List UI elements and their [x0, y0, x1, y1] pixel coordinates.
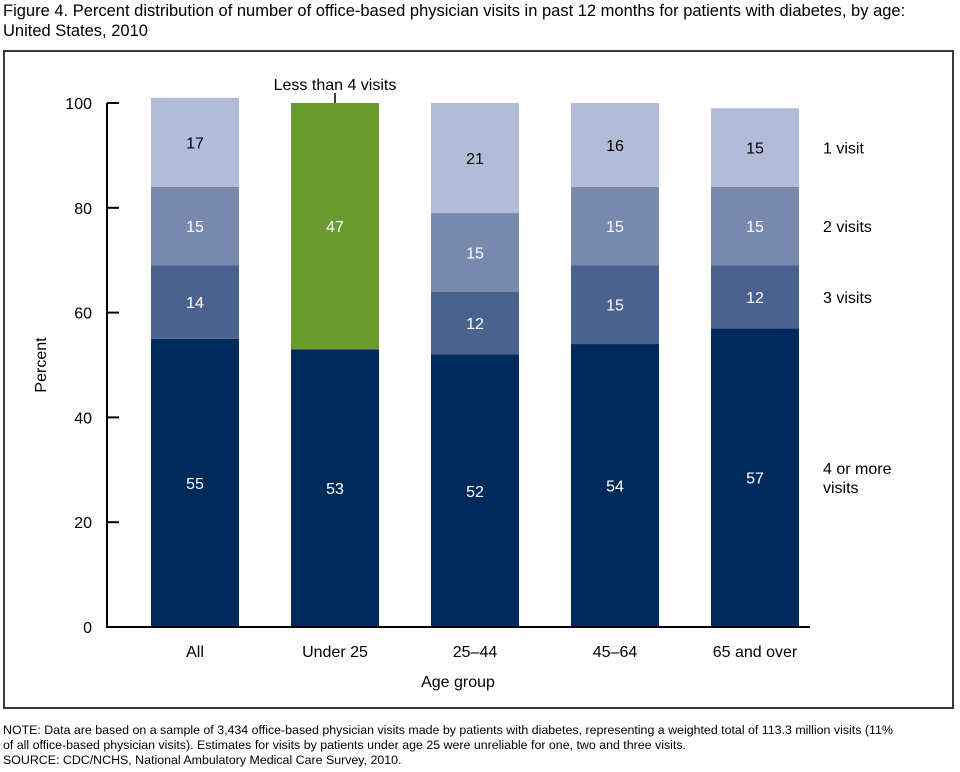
chart-frame [3, 50, 954, 709]
y-tick-label: 60 [74, 306, 92, 323]
data-label: 53 [326, 481, 344, 498]
bar-segment [431, 291, 519, 355]
bar-segment [571, 344, 659, 627]
data-label: 15 [606, 219, 624, 236]
data-label: 15 [186, 219, 204, 236]
bar-segment [711, 108, 799, 187]
figure-note: NOTE: Data are based on a sample of 3,43… [3, 723, 958, 768]
bar-segment-combined [291, 103, 379, 350]
figure-title: Figure 4. Percent distribution of number… [3, 2, 906, 40]
y-tick-label: 0 [83, 620, 92, 637]
data-label: 52 [466, 484, 484, 501]
data-label: 15 [746, 219, 764, 236]
legend-label: 1 visit [823, 141, 864, 158]
legend-label: visits [823, 480, 859, 497]
bar-segment [571, 265, 659, 345]
source-line: SOURCE: CDC/NCHS, National Ambulatory Me… [3, 753, 402, 767]
bar-segment [151, 265, 239, 339]
data-label: 15 [606, 298, 624, 315]
bar-segment [151, 186, 239, 266]
bar-segment [151, 338, 239, 627]
data-label: 47 [326, 219, 344, 236]
x-axis-title: Age group [421, 674, 495, 691]
bar-segment [711, 265, 799, 329]
data-label: 15 [746, 141, 764, 158]
legend-label: 3 visits [823, 290, 872, 307]
data-label: 12 [746, 290, 764, 307]
x-tick-label: Under 25 [302, 644, 368, 661]
data-label: 14 [186, 295, 204, 312]
bar-segment [151, 97, 239, 187]
y-tick-label: 40 [74, 410, 92, 427]
legend-label: 2 visits [823, 219, 872, 236]
y-tick-label: 80 [74, 201, 92, 218]
x-tick-label: 65 and over [713, 644, 798, 661]
data-label: 55 [186, 476, 204, 493]
bar-segment [431, 213, 519, 292]
data-label: 16 [606, 138, 624, 155]
y-axis-title: Percent [33, 337, 50, 393]
bar-segment [431, 354, 519, 627]
data-label: 21 [466, 151, 484, 168]
bar-segment [291, 349, 379, 627]
x-tick-label: 45–64 [593, 644, 638, 661]
bar-segment [711, 186, 799, 266]
annotation-label: Less than 4 visits [274, 77, 397, 94]
data-label: 17 [186, 135, 204, 152]
data-label: 15 [466, 245, 484, 262]
x-tick-label: 25–44 [453, 644, 498, 661]
data-label: 12 [466, 316, 484, 333]
data-label: 54 [606, 479, 624, 496]
bar-segment [431, 103, 519, 214]
bar-segment [711, 328, 799, 627]
note-line: NOTE: Data are based on a sample of 3,43… [3, 723, 893, 737]
note-line: of all office-based physician visits). E… [3, 738, 686, 752]
x-tick-label: All [186, 644, 204, 661]
legend-label: 4 or more [823, 461, 892, 478]
bar-segment [571, 103, 659, 187]
bar-segment [571, 186, 659, 266]
y-tick-label: 20 [74, 515, 92, 532]
data-label: 57 [746, 471, 764, 488]
y-tick-label: 100 [65, 96, 92, 113]
